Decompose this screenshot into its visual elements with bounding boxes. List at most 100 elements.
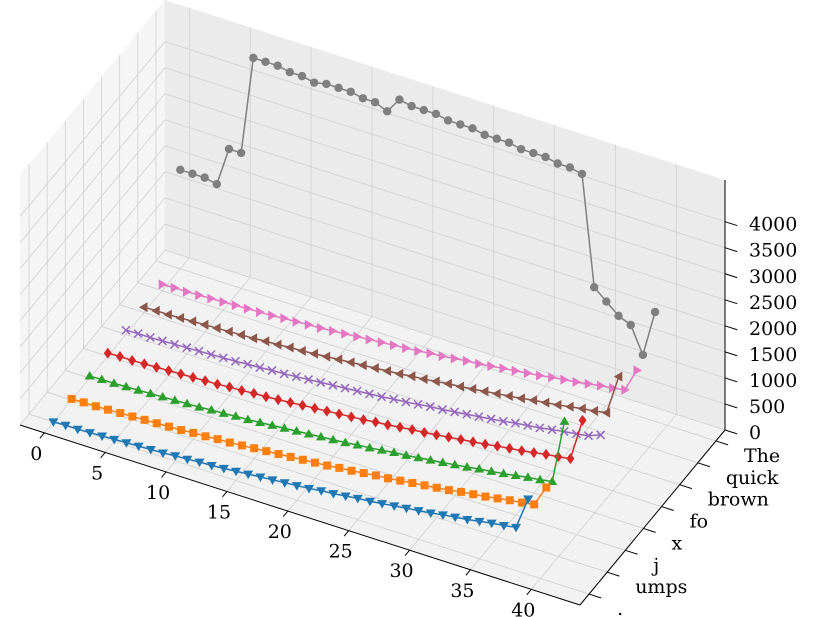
- marker: [425, 455, 436, 464]
- grid-line: [164, 249, 726, 431]
- marker: [370, 98, 380, 107]
- marker: [84, 371, 95, 380]
- marker: [474, 412, 484, 422]
- marker: [189, 428, 198, 437]
- marker: [486, 466, 497, 475]
- grid-line: [164, 41, 726, 223]
- marker: [406, 371, 416, 382]
- marker: [553, 159, 562, 168]
- marker: [268, 310, 277, 321]
- marker: [164, 422, 173, 431]
- marker: [352, 494, 363, 504]
- marker: [383, 419, 392, 431]
- marker: [529, 447, 538, 459]
- marker: [256, 307, 265, 318]
- marker: [450, 407, 460, 417]
- marker: [274, 394, 283, 406]
- tick-mark: [161, 471, 167, 478]
- marker: [577, 403, 586, 414]
- series-line: [161, 283, 638, 391]
- marker: [395, 421, 404, 433]
- marker: [614, 311, 623, 321]
- marker: [261, 57, 270, 66]
- marker: [133, 329, 143, 339]
- marker: [542, 483, 551, 492]
- marker: [187, 316, 197, 327]
- marker: [516, 144, 526, 154]
- marker: [384, 474, 393, 483]
- marker: [565, 163, 575, 172]
- marker: [218, 408, 229, 417]
- marker: [255, 473, 266, 482]
- marker: [243, 359, 253, 369]
- marker: [322, 79, 331, 89]
- marker: [541, 152, 550, 162]
- tick-mark: [404, 549, 410, 557]
- grid-line: [83, 348, 644, 529]
- marker: [249, 387, 258, 399]
- x-tick-label: 30: [389, 560, 413, 582]
- marker: [552, 399, 562, 410]
- grid-line: [19, 171, 166, 348]
- marker: [389, 394, 399, 404]
- tick-mark: [222, 491, 228, 498]
- marker: [182, 343, 192, 353]
- marker: [169, 395, 180, 404]
- tick-mark: [724, 325, 738, 331]
- marker: [116, 409, 125, 418]
- marker: [370, 363, 379, 374]
- marker: [225, 381, 234, 393]
- marker: [577, 169, 587, 179]
- marker: [329, 325, 338, 336]
- marker: [638, 350, 648, 360]
- marker: [139, 302, 148, 313]
- y-tick-label: fo: [690, 511, 708, 533]
- marker: [492, 134, 502, 143]
- marker: [425, 402, 435, 412]
- marker: [530, 500, 539, 509]
- tick-mark: [588, 593, 602, 599]
- marker: [109, 435, 120, 445]
- x-tick-label: 40: [511, 599, 535, 617]
- grid-line: [137, 282, 698, 464]
- marker: [128, 412, 137, 421]
- marker: [267, 420, 278, 429]
- series-line: [143, 306, 620, 414]
- marker: [195, 290, 204, 301]
- marker: [444, 486, 453, 495]
- series-line: [107, 352, 584, 460]
- marker: [559, 416, 570, 425]
- marker: [377, 337, 387, 348]
- marker: [613, 371, 623, 382]
- marker: [529, 148, 538, 158]
- marker: [346, 87, 355, 96]
- marker: [376, 445, 387, 454]
- marker: [152, 419, 161, 428]
- marker: [304, 484, 315, 494]
- marker: [201, 432, 210, 441]
- marker: [432, 483, 441, 492]
- marker: [279, 423, 290, 432]
- marker: [297, 345, 306, 356]
- marker: [377, 500, 388, 509]
- marker: [443, 116, 453, 125]
- marker: [115, 351, 124, 363]
- marker: [291, 482, 302, 491]
- marker: [207, 293, 216, 304]
- marker: [292, 316, 302, 327]
- marker: [443, 378, 452, 389]
- marker: [468, 124, 477, 133]
- marker: [437, 511, 448, 520]
- marker: [133, 385, 144, 394]
- marker: [237, 441, 246, 450]
- marker: [347, 466, 356, 475]
- marker: [322, 405, 331, 417]
- marker: [517, 445, 526, 457]
- grid-line: [44, 257, 190, 434]
- marker: [242, 414, 253, 424]
- y-axis: [579, 429, 726, 606]
- marker: [626, 320, 635, 330]
- marker: [420, 481, 429, 490]
- grid-line: [19, 67, 166, 243]
